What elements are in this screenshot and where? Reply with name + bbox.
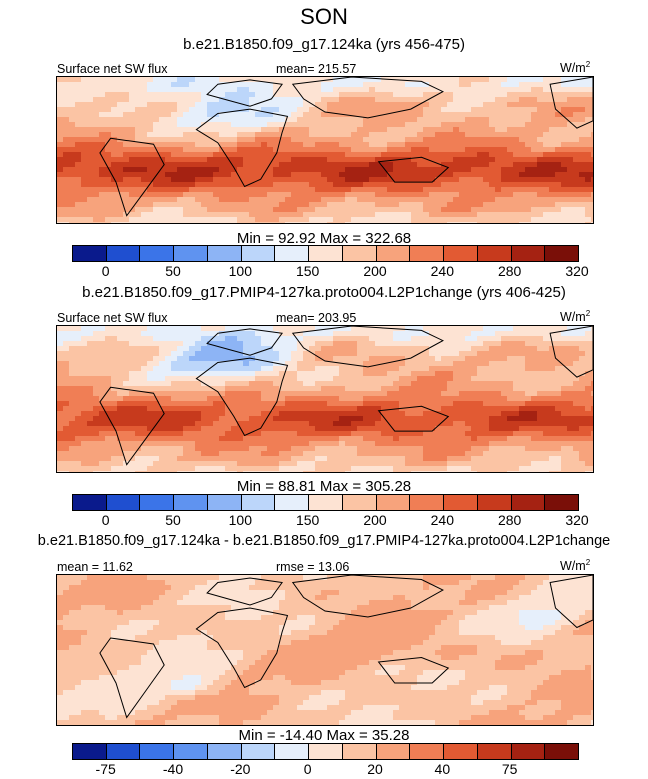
colorbar-tick-label: 280 (497, 263, 522, 279)
colorbar-swatch (207, 744, 242, 759)
colorbar-swatch (545, 246, 579, 261)
colorbar-swatch (410, 246, 445, 261)
panel-1-colorbar-ticks: 0 50 100 150 200 240 280 320 (72, 263, 589, 281)
colorbar-swatch (174, 246, 208, 261)
colorbar-swatch (241, 246, 276, 261)
colorbar-swatch (106, 495, 141, 510)
colorbar-swatch (444, 495, 478, 510)
panel-2-colorbar (72, 494, 579, 511)
colorbar-tick-label: 0 (101, 512, 110, 528)
colorbar-swatch (106, 246, 141, 261)
colorbar-tick-label: 50 (165, 263, 181, 279)
panel-1-header: b.e21.B1850.f09_g17.124ka (yrs 456-475) (183, 36, 465, 53)
colorbar-swatch (174, 495, 208, 510)
colorbar-swatch (309, 246, 343, 261)
colorbar-swatch (477, 246, 512, 261)
colorbar-swatch (545, 495, 579, 510)
panel-3-units: W/m2 (560, 558, 591, 574)
colorbar-swatch (444, 744, 478, 759)
panel-3-rmse-label: rmse = 13.06 (276, 560, 350, 574)
panel-2-map (56, 325, 594, 473)
colorbar-swatch (73, 246, 107, 261)
colorbar-swatch (174, 744, 208, 759)
colorbar-tick-label: 0 (101, 263, 110, 279)
colorbar-swatch (342, 246, 377, 261)
colorbar-tick-label: 200 (363, 263, 387, 279)
colorbar-swatch (410, 744, 445, 759)
colorbar-tick-label: 280 (497, 512, 522, 528)
colorbar-swatch (444, 246, 478, 261)
colorbar-tick-label: 0 (303, 761, 312, 777)
colorbar-swatch (309, 744, 343, 759)
colorbar-swatch (106, 744, 141, 759)
colorbar-swatch (309, 495, 343, 510)
colorbar-swatch (241, 744, 276, 759)
colorbar-swatch (241, 495, 276, 510)
colorbar-swatch (410, 495, 445, 510)
panel-1-map (56, 76, 594, 224)
colorbar-tick-label: 150 (295, 512, 320, 528)
colorbar-swatch (477, 495, 512, 510)
panel-1-colorbar (72, 245, 579, 262)
colorbar-tick-label: 320 (565, 263, 589, 279)
field-contours (57, 77, 593, 223)
colorbar-swatch (477, 744, 512, 759)
panel-1-variable-label: Surface net SW flux (57, 62, 168, 76)
panel-3-colorbar-ticks: -75 -40 -20 0 20 40 75 (72, 761, 577, 779)
panel-2-units: W/m2 (560, 309, 591, 325)
colorbar-tick-label: 200 (363, 512, 387, 528)
coastlines (99, 326, 593, 466)
colorbar-swatch (511, 246, 546, 261)
colorbar-tick-label: 240 (430, 263, 455, 279)
colorbar-tick-label: 50 (165, 512, 181, 528)
colorbar-swatch (342, 744, 377, 759)
colorbar-swatch (511, 744, 546, 759)
colorbar-swatch (376, 744, 411, 759)
field-contours (57, 575, 593, 725)
panel-1-minmax: Min = 92.92 Max = 322.68 (236, 230, 412, 247)
colorbar-swatch (275, 744, 310, 759)
colorbar-tick-label: 100 (228, 263, 253, 279)
panel-2-minmax: Min = 88.81 Max = 305.28 (236, 478, 412, 495)
panel-1-mean-label: mean= 215.57 (276, 62, 357, 76)
colorbar-tick-label: 20 (367, 761, 383, 777)
figure-title: SON (300, 4, 348, 29)
colorbar-tick-label: 150 (295, 263, 320, 279)
colorbar-swatch (342, 495, 377, 510)
colorbar-tick-label: 75 (501, 761, 518, 777)
panel-3-header: b.e21.B1850.f09_g17.124ka - b.e21.B1850.… (37, 533, 611, 549)
colorbar-tick-label: -75 (95, 761, 116, 777)
panel-2-header: b.e21.B1850.f09_g17.PMIP4-127ka.proto004… (82, 284, 566, 301)
colorbar-swatch (275, 246, 310, 261)
colorbar-tick-label: 100 (228, 512, 253, 528)
colorbar-swatch (511, 495, 546, 510)
colorbar-swatch (207, 246, 242, 261)
panel-1-units: W/m2 (560, 60, 591, 76)
colorbar-swatch (545, 744, 579, 759)
colorbar-swatch (376, 495, 411, 510)
colorbar-swatch (275, 495, 310, 510)
panel-3-mean-label: mean = 11.62 (57, 560, 133, 574)
panel-3-map (56, 574, 594, 726)
coastlines (99, 77, 593, 217)
colorbar-swatch (140, 246, 175, 261)
colorbar-swatch (140, 495, 175, 510)
colorbar-tick-label: 240 (430, 512, 455, 528)
colorbar-tick-label: -40 (162, 761, 184, 777)
colorbar-tick-label: -20 (230, 761, 251, 777)
colorbar-swatch (73, 495, 107, 510)
colorbar-swatch (140, 744, 175, 759)
panel-2-colorbar-ticks: 0 50 100 150 200 240 280 320 (72, 512, 589, 530)
colorbar-tick-label: 320 (565, 512, 589, 528)
coastlines (99, 575, 593, 719)
colorbar-swatch (207, 495, 242, 510)
panel-3-colorbar (72, 743, 579, 760)
colorbar-swatch (73, 744, 107, 759)
panel-2-mean-label: mean= 203.95 (276, 311, 357, 325)
colorbar-tick-label: 40 (434, 761, 451, 777)
panel-3-minmax: Min = -14.40 Max = 35.28 (238, 727, 410, 744)
panel-2-variable-label: Surface net SW flux (57, 311, 168, 325)
colorbar-swatch (376, 246, 411, 261)
